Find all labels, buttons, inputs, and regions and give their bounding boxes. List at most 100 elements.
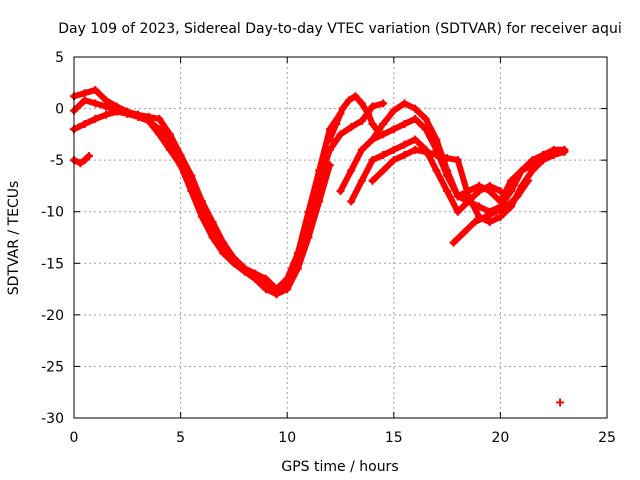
data-point <box>304 207 313 216</box>
data-point <box>368 135 377 144</box>
y-tick-label: -5 <box>50 153 64 169</box>
data-point <box>187 171 196 180</box>
data-point <box>432 166 441 175</box>
data-point <box>379 120 388 129</box>
x-tick-label: 25 <box>598 430 616 446</box>
data-point <box>411 114 420 123</box>
data-point <box>389 145 398 154</box>
data-point <box>229 259 238 268</box>
data-point <box>549 150 558 159</box>
data-point <box>293 264 302 273</box>
data-point <box>283 285 292 294</box>
data-point <box>475 187 484 196</box>
y-axis-label: SDTVAR / TECUs <box>6 181 22 296</box>
y-tick-label: -30 <box>41 411 64 427</box>
data-point <box>421 147 430 156</box>
data-point <box>539 156 548 165</box>
x-axis-label: GPS time / hours <box>281 459 398 475</box>
data-point <box>449 238 458 247</box>
data-point <box>400 150 409 159</box>
y-tick-label: -15 <box>41 256 64 272</box>
data-point <box>364 109 373 118</box>
data-point <box>496 212 505 221</box>
data-point <box>325 161 334 170</box>
data-point <box>325 135 334 144</box>
data-point <box>524 176 533 185</box>
data-point <box>400 140 409 149</box>
data-point <box>197 197 206 206</box>
data-point <box>368 176 377 185</box>
data-point <box>389 106 398 115</box>
data-point <box>507 187 516 196</box>
data-point <box>336 187 345 196</box>
data-point <box>133 112 142 121</box>
data-point <box>411 104 420 113</box>
x-tick-label: 15 <box>385 430 403 446</box>
data-point <box>165 140 174 149</box>
series-outlier <box>556 398 565 407</box>
data-point <box>411 145 420 154</box>
series-trace-c <box>70 107 334 299</box>
data-point <box>91 86 100 95</box>
x-tick-label: 5 <box>176 430 185 446</box>
data-point <box>421 114 430 123</box>
data-point <box>453 192 462 201</box>
data-point <box>411 135 420 144</box>
x-tick-label: 0 <box>70 430 79 446</box>
data-point <box>372 125 381 134</box>
data-point <box>379 130 388 139</box>
data-point <box>187 187 196 196</box>
data-point <box>336 130 345 139</box>
y-tick-label: 5 <box>55 50 64 66</box>
data-point <box>368 156 377 165</box>
data-point <box>464 197 473 206</box>
data-point <box>219 238 228 247</box>
data-layer <box>70 86 569 407</box>
data-point <box>443 166 452 175</box>
data-point <box>453 156 462 165</box>
data-point <box>400 120 409 129</box>
data-point <box>400 99 409 108</box>
data-point <box>560 147 569 156</box>
data-point <box>101 102 110 111</box>
data-point <box>208 218 217 227</box>
data-point <box>347 197 356 206</box>
data-point <box>219 248 228 257</box>
data-point <box>261 274 270 283</box>
series-trace-i <box>368 99 505 206</box>
series-line <box>450 177 532 246</box>
data-point <box>389 156 398 165</box>
y-tick-label: -25 <box>41 359 64 375</box>
data-point <box>155 114 164 123</box>
data-point <box>368 102 377 111</box>
x-tick-label: 10 <box>278 430 296 446</box>
data-point <box>502 202 511 211</box>
data-point <box>481 212 490 221</box>
x-tick-label: 20 <box>491 430 509 446</box>
data-point <box>453 207 462 216</box>
data-point <box>379 166 388 175</box>
data-point <box>470 218 479 227</box>
series-trace-h <box>449 176 533 247</box>
data-point <box>492 207 501 216</box>
data-point <box>443 187 452 196</box>
data-point <box>84 152 93 161</box>
data-point <box>389 125 398 134</box>
data-point <box>176 161 185 170</box>
series-line <box>326 93 380 143</box>
data-point <box>347 123 356 132</box>
data-point <box>91 99 100 108</box>
y-tick-label: -20 <box>41 308 64 324</box>
data-point <box>123 109 132 118</box>
data-point <box>528 166 537 175</box>
data-point <box>165 130 174 139</box>
series-line <box>71 153 92 167</box>
data-point <box>460 228 469 237</box>
data-point <box>485 218 494 227</box>
data-point <box>351 92 360 101</box>
data-point <box>91 114 100 123</box>
data-point <box>357 176 366 185</box>
data-point <box>338 104 347 113</box>
data-point <box>379 150 388 159</box>
